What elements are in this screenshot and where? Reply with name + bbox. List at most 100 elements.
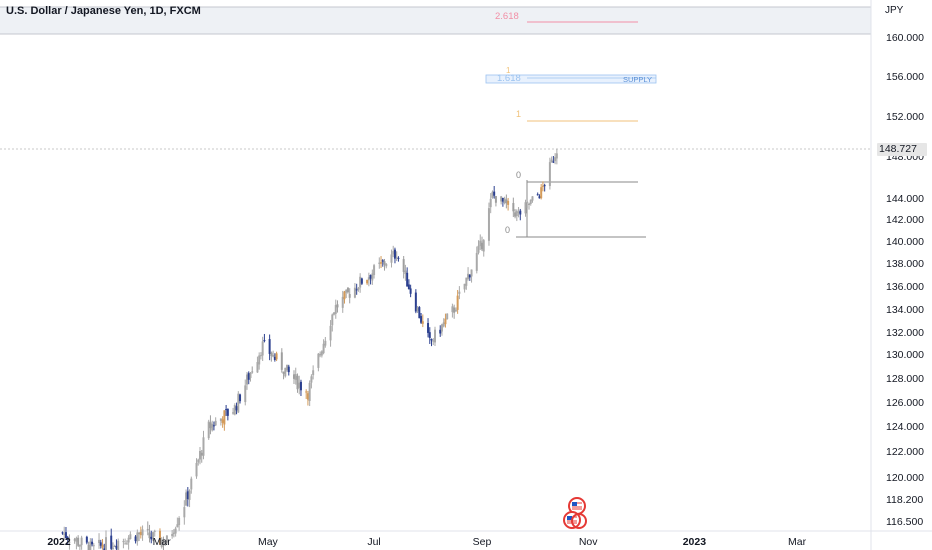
candle [393,247,396,264]
candle [78,544,81,550]
candle [385,263,388,269]
candle [333,312,336,316]
y-tick-label: 156.000 [886,71,924,83]
candle [331,313,334,332]
candle [298,375,301,395]
candle [199,447,201,465]
candle [80,535,83,550]
candle [77,535,80,548]
supply-label: SUPPLY [623,75,652,84]
candle [353,283,356,299]
candle [183,500,186,525]
candle [519,208,522,221]
candle [503,196,506,205]
candle [286,364,289,372]
candle [324,336,327,348]
candle [493,185,496,199]
y-tick-label: 130.000 [886,349,924,361]
candle [273,353,276,362]
candle [555,148,558,165]
candle [427,318,430,338]
candle [284,367,287,378]
y-tick-label: 136.000 [886,281,924,293]
candle [507,197,510,211]
candle [103,543,106,550]
candle [117,538,120,550]
y-tick-label: 134.000 [886,304,924,316]
candle [491,190,494,199]
y-tick-label: 152.000 [886,111,924,123]
candle [414,289,417,314]
candle [237,391,240,413]
candle [247,371,250,385]
candle [346,287,349,294]
candle [296,373,299,393]
candle [468,274,471,281]
candle [87,541,90,550]
candle [402,255,405,279]
candle [348,288,351,304]
candle [85,535,88,545]
us-flag-event-icon-3[interactable] [571,513,587,529]
candle [258,352,261,370]
candle [235,402,238,415]
candle [320,350,323,358]
candle [134,535,137,544]
candle [475,246,478,274]
candle [172,529,175,538]
candle [99,539,102,549]
price-axis[interactable]: 160.000156.000152.000148.000144.000142.0… [886,32,924,528]
candle [299,379,302,397]
y-tick-label: 138.000 [886,258,924,270]
candle [371,269,374,285]
candle [195,458,198,479]
candle [322,339,325,355]
candle [392,245,395,258]
candle [446,313,449,320]
candle [270,351,273,362]
currency-unit: JPY [885,5,904,16]
candle [138,531,141,542]
candle [287,364,290,376]
candle [406,267,409,287]
candle [158,528,161,545]
candle [174,526,177,537]
candle [487,202,490,246]
candle [246,371,248,390]
supply-zone[interactable] [485,74,657,84]
candle [317,352,320,372]
fib-2618-label: 2.618 [495,11,519,22]
candle [465,277,468,290]
candle [98,533,101,549]
candle [259,352,262,360]
candle [306,390,309,406]
event-flags[interactable] [563,497,587,529]
x-tick-label: Mar [788,536,807,548]
candle [214,417,217,427]
fib-2618-group: 2.618 [495,11,638,23]
candle [329,320,332,347]
candle [176,517,179,528]
candle [409,284,412,298]
supply-zone-group[interactable]: 1.618 SUPPLY 1 [485,66,657,84]
candle [122,538,125,549]
candle [479,234,482,250]
time-axis[interactable]: 2022 Mar May Jul Sep Nov 2023 Mar [47,536,806,548]
candle [75,536,78,550]
candle [146,521,149,536]
candle [105,530,107,550]
candle [440,323,443,336]
candle [373,263,376,279]
candle [141,525,144,541]
x-tick-label: May [258,536,279,548]
y-tick-label: 140.000 [886,236,924,248]
candle [152,531,154,542]
fib-0-label-a: 0 [516,170,521,180]
candle [552,155,555,164]
candle [202,430,205,460]
candle [101,539,104,550]
candle [515,209,518,222]
y-tick-label: 144.000 [886,193,924,205]
fib-1-label: 1 [516,109,521,119]
